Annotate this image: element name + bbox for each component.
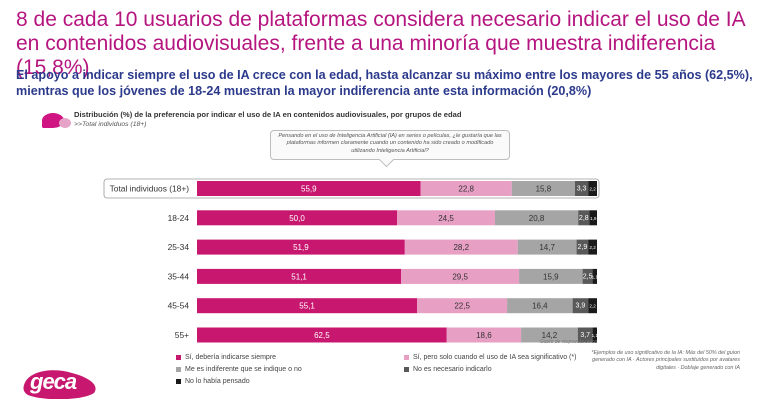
data-label: 20,8 [529,214,545,223]
data-label: 3,3 [577,186,587,193]
data-label: 14,7 [539,243,555,252]
data-label: 2,5 [583,273,593,280]
data-label: 2,8 [579,215,589,222]
chart-legend: Sí, debería indicarse siempre Sí, pero so… [176,354,606,398]
data-label: 2,9 [578,244,588,251]
category-label: 18-24 [168,213,190,223]
response-note: Gasto de respuesta única [540,339,597,345]
bar-segment [397,210,495,226]
data-label: 15,8 [536,185,552,194]
bar-segment [197,298,418,314]
bar-segment [446,327,522,343]
data-label: 29,5 [452,272,468,281]
bar-segment [572,298,589,314]
category-label: 25-34 [168,242,190,252]
legend-item: No es necesario indicarlo [404,366,492,373]
data-label: 62,5 [314,331,330,340]
bar-segment [577,327,593,343]
speech-bubble-icon [42,113,71,128]
bar-segment [575,181,589,196]
category-label: 35-44 [168,271,190,281]
footnote: *Ejemplos de uso significativo de la IA:… [588,350,740,372]
legend-swatch [404,367,409,372]
legend-label: No es necesario indicarlo [413,366,492,373]
data-label: 22,5 [454,302,470,311]
bar-segment [197,181,421,196]
legend-swatch [176,367,181,372]
bar-segment [588,298,597,314]
bar-segment [511,181,575,196]
data-label: 3,7 [580,332,590,339]
bar-segment [578,210,590,226]
legend-label: Sí, pero solo cuando el uso de IA sea si… [413,354,577,361]
data-label: 28,2 [453,243,469,252]
data-label: 1,1 [592,274,599,279]
footnote-text: *Ejemplos de uso significativo de la IA:… [591,350,740,371]
data-label: 18,6 [476,331,492,340]
bar-segment [592,327,597,343]
bar-segment [592,268,597,284]
bar-segment [507,298,573,314]
legend-item: Sí, debería indicarse siempre [176,354,276,361]
bar-segment [519,268,583,284]
brand-logo-background [23,370,96,399]
legend-label: Sí, debería indicarse siempre [185,354,277,361]
bar-segment [197,327,447,343]
bar-segment [588,239,597,255]
chart-base: >>Total individuos (18+) [74,121,147,128]
data-label: 16,4 [532,302,548,311]
data-label: 2,2 [589,245,596,250]
brand-logo: geca [30,369,77,394]
bar-segment [401,268,520,284]
bar-segment [582,268,593,284]
data-label: 1,9 [590,216,597,221]
data-label: 2,2 [589,304,596,309]
bar-segment [197,239,405,255]
legend-label: No lo había pensado [185,378,250,385]
data-label: 14,2 [542,331,558,340]
legend-item: No lo había pensado [176,378,250,385]
data-label: 22,8 [458,185,474,194]
data-label: 2,2 [589,187,596,192]
bar-segment [404,239,518,255]
chart-title: Distribución (%) de la preferencia por i… [74,110,462,119]
data-label: 55,9 [301,185,317,194]
data-label: 51,9 [293,243,309,252]
stacked-bar-chart: Total individuos (18+) 55,9 22,8 15,8 3,3 2,2… [103,178,600,345]
data-label: 55,1 [299,302,315,311]
category-label: 55+ [175,330,189,340]
page-title: 8 de cada 10 usuarios de plataformas con… [16,8,745,79]
legend-item: Me es indiferente que se indique o no [176,366,302,373]
data-label: 1,1 [592,333,599,338]
data-label: 51,1 [291,272,307,281]
bar-segment [576,239,589,255]
data-label: 24,5 [438,214,454,223]
legend-swatch [176,355,181,360]
bar-segment [197,210,397,226]
bar-segment [197,268,402,284]
legend-swatch [176,379,181,384]
legend-swatch [404,355,409,360]
legend-item: Sí, pero solo cuando el uso de IA sea si… [404,354,576,361]
bar-segment [417,298,508,314]
legend-label: Me es indiferente que se indique o no [185,366,302,373]
category-label: 45-54 [168,301,190,311]
bar-segment [589,210,597,226]
bar-segment [588,181,597,196]
survey-question: Pensando en el uso de Inteligencia Artif… [270,130,510,160]
data-label: 15,9 [543,272,559,281]
category-label: Total individuos (18+) [110,184,190,194]
page-subtitle: El apoyo a indicar siempre el uso de IA … [16,68,753,98]
bar-segment [521,327,578,343]
data-label: 50,0 [289,214,305,223]
bar-segment [420,181,512,196]
data-label: 3,9 [576,303,586,310]
bar-segment [495,210,579,226]
bar-segment [517,239,577,255]
